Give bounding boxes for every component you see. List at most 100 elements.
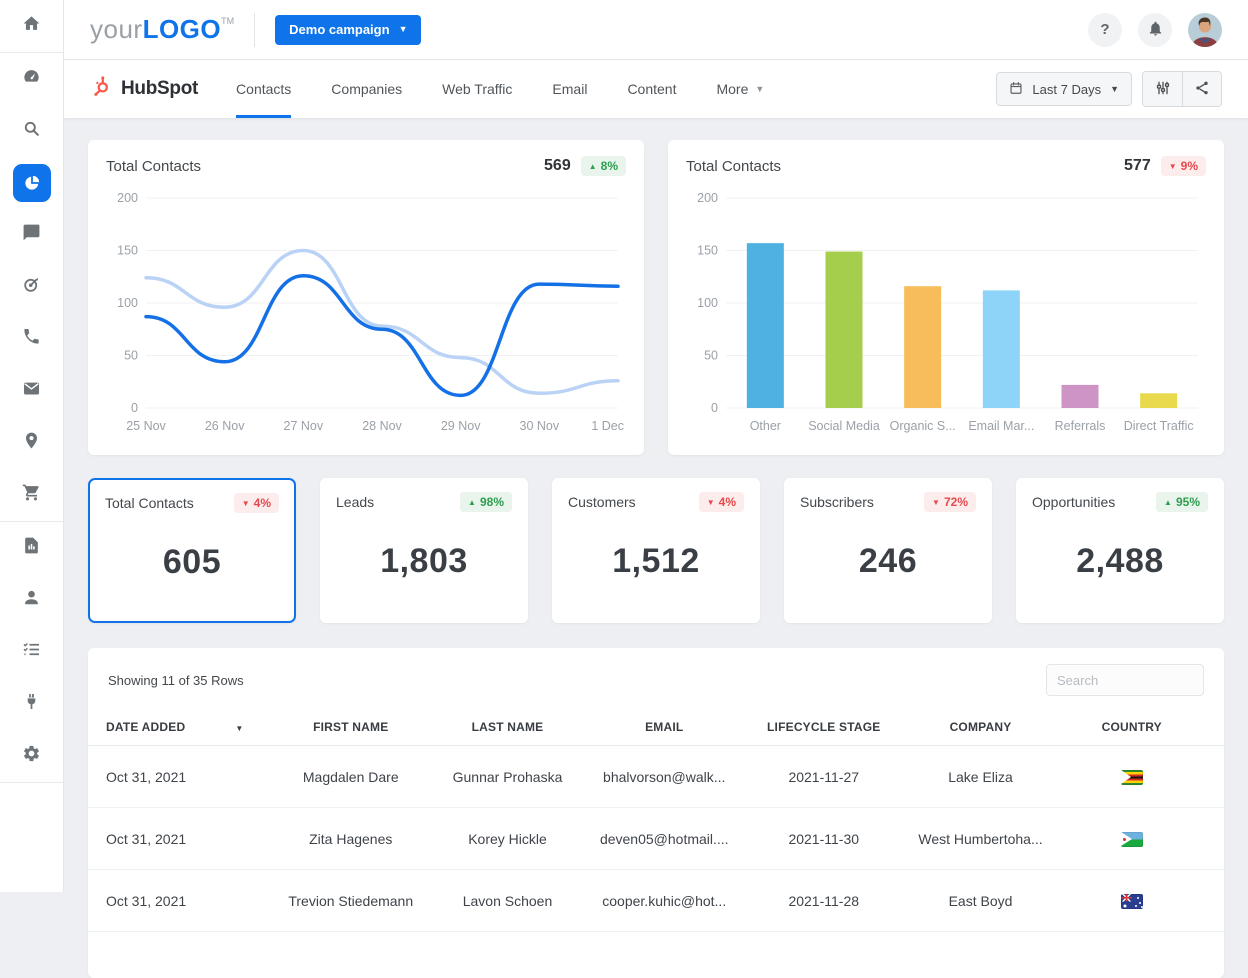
sidebar-item-dashboard[interactable]: [0, 53, 64, 105]
column-header-company: COMPANY: [904, 720, 1058, 734]
tab-email[interactable]: Email: [552, 60, 587, 118]
cell-company: East Boyd: [904, 893, 1058, 909]
cell-lifecycle-stage: 2021-11-27: [744, 769, 904, 785]
date-range-button[interactable]: Last 7 Days ▼: [996, 72, 1132, 106]
table-row-count: Showing 11 of 35 Rows: [108, 673, 244, 688]
gear-icon: [22, 744, 41, 768]
logo-main: LOGO: [143, 14, 222, 45]
sidebar-item-settings[interactable]: [0, 730, 64, 782]
tab-contacts[interactable]: Contacts: [236, 60, 291, 118]
user-avatar[interactable]: [1188, 13, 1222, 47]
kpi-card-subscribers[interactable]: Subscribers72% 246: [784, 478, 992, 623]
djibouti-flag-icon: [1121, 832, 1143, 847]
tab-more[interactable]: More▼: [716, 60, 764, 118]
chart-title: Total Contacts: [106, 158, 201, 175]
kpi-card-customers[interactable]: Customers4% 1,512: [552, 478, 760, 623]
bell-icon: [1147, 20, 1164, 40]
sidebar-item-tasks[interactable]: [0, 626, 64, 678]
sidebar-item-integrations[interactable]: [0, 678, 64, 730]
sidebar-item-chat[interactable]: [0, 209, 64, 261]
sidebar-item-clients[interactable]: [0, 574, 64, 626]
table-search-input[interactable]: [1046, 664, 1204, 696]
cell-lifecycle-stage: 2021-11-30: [744, 831, 904, 847]
share-icon: [1194, 80, 1210, 99]
column-header-date-added[interactable]: DATE ADDED▼: [106, 720, 271, 734]
column-header-last-name: LAST NAME: [431, 720, 585, 734]
hubspot-brand: HubSpot: [90, 75, 198, 103]
ads-target-icon: [22, 275, 41, 299]
cell-first-name: Magdalen Dare: [271, 769, 431, 785]
kpi-value: 1,803: [336, 542, 512, 581]
svg-text:200: 200: [697, 191, 718, 205]
sidebar-item-home[interactable]: [0, 0, 64, 52]
kpi-card-leads[interactable]: Leads98% 1,803: [320, 478, 528, 623]
report-tabs: Contacts Companies Web Traffic Email Con…: [236, 60, 764, 118]
report-toolbar: [1142, 71, 1222, 107]
delta-badge-down: 4%: [699, 492, 744, 512]
kpi-row: Total Contacts4% 605 Leads98% 1,803 Cust…: [88, 478, 1224, 623]
svg-text:0: 0: [711, 401, 718, 415]
sidebar-item-email[interactable]: [0, 365, 64, 417]
chart-total-value: 569: [544, 157, 571, 175]
svg-text:Social Media: Social Media: [808, 419, 880, 433]
svg-text:25 Nov: 25 Nov: [126, 419, 166, 433]
table-row[interactable]: Oct 31, 2021 Magdalen Dare Gunnar Prohas…: [88, 746, 1224, 808]
notifications-button[interactable]: [1138, 13, 1172, 47]
table-row[interactable]: Oct 31, 2021 Zita Hagenes Korey Hickle d…: [88, 808, 1224, 870]
campaign-selector-button[interactable]: Demo campaign ▼: [275, 15, 421, 45]
calendar-icon: [1009, 81, 1023, 98]
sidebar-item-ads[interactable]: [0, 261, 64, 313]
cell-date-added: Oct 31, 2021: [106, 769, 271, 785]
phone-icon: [22, 327, 41, 351]
kpi-label: Customers: [568, 494, 636, 510]
report-nav: HubSpot Contacts Companies Web Traffic E…: [64, 60, 1248, 118]
delta-badge-up: 95%: [1156, 492, 1208, 512]
sidebar-item-search[interactable]: [0, 105, 64, 157]
report-document-icon: [22, 536, 41, 560]
header-divider: [254, 13, 255, 47]
cell-email: cooper.kuhic@hot...: [585, 893, 745, 909]
campaign-selector-label: Demo campaign: [289, 22, 389, 37]
pie-chart-icon: [13, 164, 51, 202]
chat-bubble-icon: [22, 223, 41, 247]
svg-text:29 Nov: 29 Nov: [441, 419, 481, 433]
svg-text:1 Dec: 1 Dec: [591, 419, 624, 433]
column-header-first-name: FIRST NAME: [271, 720, 431, 734]
column-header-country: COUNTRY: [1058, 720, 1207, 734]
tab-companies[interactable]: Companies: [331, 60, 402, 118]
sidebar-item-local[interactable]: [0, 417, 64, 469]
filter-options-button[interactable]: [1143, 72, 1182, 106]
svg-text:150: 150: [117, 244, 138, 258]
svg-text:30 Nov: 30 Nov: [520, 419, 560, 433]
delta-badge-up: 8%: [581, 156, 626, 176]
kpi-card-opportunities[interactable]: Opportunities95% 2,488: [1016, 478, 1224, 623]
tab-content[interactable]: Content: [627, 60, 676, 118]
kpi-label: Subscribers: [800, 494, 874, 510]
zimbabwe-flag-icon: [1121, 770, 1143, 785]
mail-envelope-icon: [22, 379, 41, 403]
cell-email: bhalvorson@walk...: [585, 769, 745, 785]
svg-text:150: 150: [697, 244, 718, 258]
cell-first-name: Trevion Stiedemann: [271, 893, 431, 909]
sidebar-item-ecommerce[interactable]: [0, 469, 64, 521]
sidebar-item-reports-docs[interactable]: [0, 522, 64, 574]
kpi-value: 2,488: [1032, 542, 1208, 581]
sidebar: [0, 0, 64, 892]
kpi-card-total-contacts[interactable]: Total Contacts4% 605: [88, 478, 296, 623]
home-icon: [22, 14, 41, 38]
sidebar-item-reports[interactable]: [0, 157, 64, 209]
search-icon: [22, 119, 41, 143]
svg-text:28 Nov: 28 Nov: [362, 419, 402, 433]
table-header-row: DATE ADDED▼ FIRST NAME LAST NAME EMAIL L…: [88, 708, 1224, 746]
help-button[interactable]: ?: [1088, 13, 1122, 47]
sidebar-item-calls[interactable]: [0, 313, 64, 365]
share-button[interactable]: [1182, 72, 1221, 106]
table-row[interactable]: Oct 31, 2021 Trevion Stiedemann Lavon Sc…: [88, 870, 1224, 932]
tab-web-traffic[interactable]: Web Traffic: [442, 60, 512, 118]
help-icon: ?: [1100, 21, 1109, 38]
svg-text:Referrals: Referrals: [1055, 419, 1106, 433]
column-header-lifecycle-stage: LIFECYCLE STAGE: [744, 720, 904, 734]
kpi-label: Total Contacts: [105, 495, 194, 511]
